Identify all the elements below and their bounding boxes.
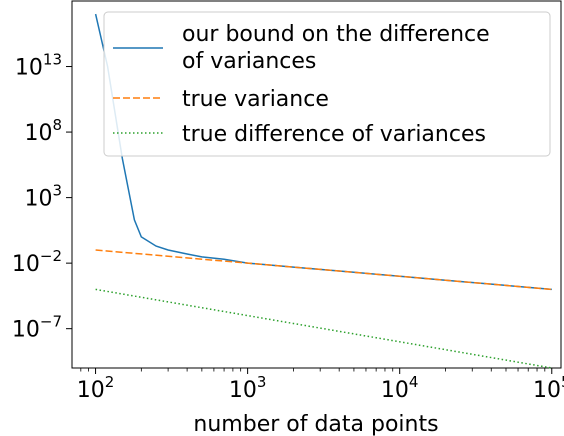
x-tick-label-2: 104 bbox=[381, 373, 419, 403]
y-tick-label-3-exponent: 8 bbox=[52, 116, 62, 134]
x-tick-label-2-exponent: 4 bbox=[409, 373, 419, 391]
y-tick-label-2-text: 103 bbox=[24, 182, 62, 212]
series-layer bbox=[94, 13, 552, 369]
x-tick-label-0-text: 102 bbox=[77, 373, 115, 403]
x-tick-label-3: 105 bbox=[533, 373, 564, 403]
x-tick-label-2-text: 104 bbox=[381, 373, 419, 403]
x-tick-label-1: 103 bbox=[229, 373, 267, 403]
x-tick-label-3-text: 105 bbox=[533, 373, 564, 403]
legend-label-true-variance: true variance bbox=[182, 87, 329, 112]
series-line-1 bbox=[95, 249, 552, 291]
plot-frame bbox=[71, 0, 562, 369]
y-tick-label-2: 103 bbox=[24, 182, 62, 212]
legend-box bbox=[103, 11, 551, 157]
y-tick-label-4: 1013 bbox=[15, 51, 62, 81]
y-tick-label-2-exponent: 3 bbox=[52, 182, 62, 200]
y-tick-label-0-base: 10 bbox=[12, 318, 40, 343]
y-tick-label-4-exponent: 13 bbox=[43, 51, 62, 69]
y-tick-label-1-exponent: −2 bbox=[40, 247, 62, 265]
y-tick-label-3: 108 bbox=[24, 116, 62, 146]
legend-label-bound-line1: our bound on the difference bbox=[182, 22, 490, 47]
y-tick-label-3-text: 108 bbox=[24, 116, 62, 146]
y-tick-label-0: 10−7 bbox=[12, 313, 62, 343]
x-tick-label-1-exponent: 3 bbox=[257, 373, 267, 391]
y-tick-label-1: 10−2 bbox=[12, 247, 62, 277]
x-tick-label-2-base: 10 bbox=[381, 378, 409, 403]
x-tick-label-0-exponent: 2 bbox=[105, 373, 115, 391]
x-tick-label-3-base: 10 bbox=[533, 378, 561, 403]
x-tick-label-0: 102 bbox=[77, 373, 115, 403]
x-tick-label-1-text: 103 bbox=[229, 373, 267, 403]
legend-label-bound-line2: of variances bbox=[182, 49, 316, 74]
y-tick-label-4-text: 1013 bbox=[15, 51, 62, 81]
y-tick-label-4-base: 10 bbox=[15, 56, 43, 81]
legend-label-true-difference: true difference of variances bbox=[182, 122, 486, 147]
x-tick-label-3-exponent: 5 bbox=[561, 373, 564, 391]
legend-label-bound: our bound on the difference of variances bbox=[182, 22, 497, 74]
y-tick-label-0-text: 10−7 bbox=[12, 313, 62, 343]
y-tick-label-1-text: 10−2 bbox=[12, 247, 62, 277]
y-tick-label-1-base: 10 bbox=[12, 252, 40, 277]
x-axis: 102103104105 bbox=[77, 368, 564, 403]
legend: our bound on the difference of variances… bbox=[103, 11, 551, 157]
y-tick-label-0-exponent: −7 bbox=[40, 313, 62, 331]
y-tick-label-3-base: 10 bbox=[24, 121, 52, 146]
x-tick-label-0-base: 10 bbox=[77, 378, 105, 403]
y-tick-label-2-base: 10 bbox=[24, 187, 52, 212]
x-axis-label: number of data points bbox=[193, 412, 438, 436]
series-line-2 bbox=[95, 288, 552, 369]
x-tick-label-1-base: 10 bbox=[229, 378, 257, 403]
